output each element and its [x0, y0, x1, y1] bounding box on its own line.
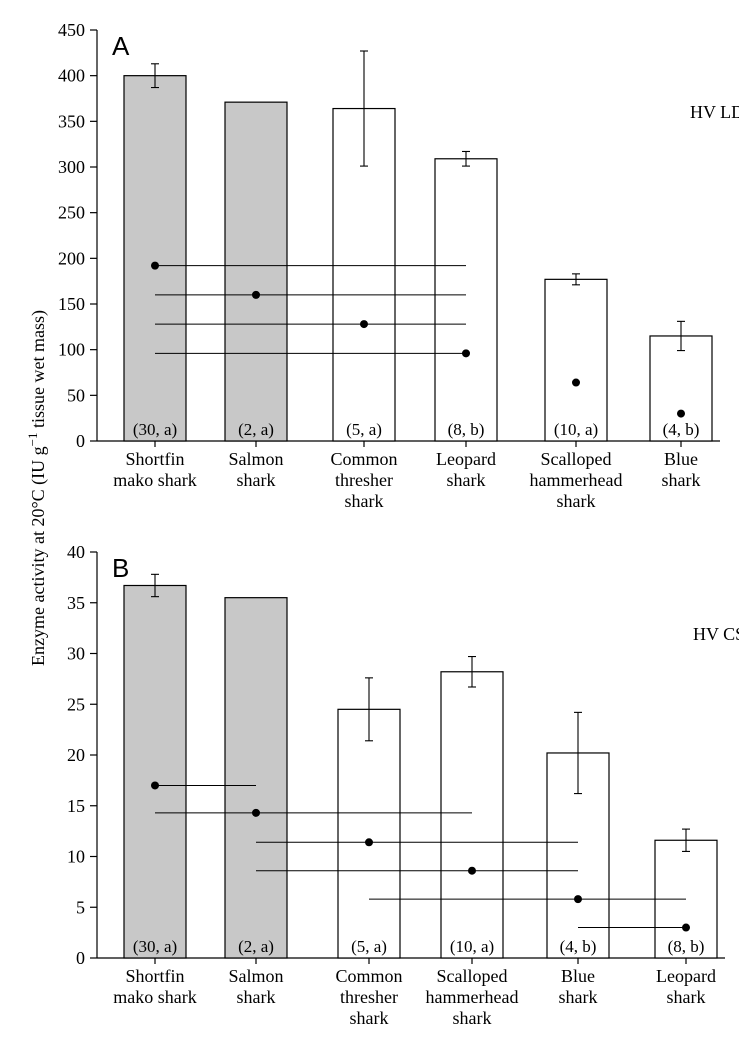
y-tick-label: 50 — [67, 385, 85, 405]
panel-b-chart: 0 5 10 15 20 25 30 35 40 (30, a) Shortfin mako shar… — [67, 542, 739, 1028]
comparison-dot — [360, 320, 368, 329]
panel-letter: A — [112, 31, 130, 61]
comparison-dot — [252, 808, 260, 817]
bar — [544, 278, 608, 442]
panel-letter: B — [112, 553, 129, 583]
sample-label: (4, b) — [663, 420, 700, 439]
comparison-dot — [682, 923, 690, 932]
comparison-dot — [151, 781, 159, 790]
comparison-dot — [468, 866, 476, 875]
bar — [123, 584, 187, 959]
y-tick-label: 5 — [76, 897, 85, 917]
bar — [123, 75, 187, 442]
panel-a-chart: 0 50 100 150 200 250 300 350 400 450 (30, a) Shortf… — [58, 20, 739, 511]
sample-label: (10, a) — [554, 420, 598, 439]
y-tick-label: 150 — [58, 294, 85, 314]
x-tick-label: Blue shark — [559, 966, 598, 1007]
y-tick-label: 15 — [67, 796, 85, 816]
y-tick-label: 40 — [67, 542, 85, 562]
bar — [224, 101, 288, 442]
bar — [440, 671, 504, 959]
sample-label: (5, a) — [346, 420, 382, 439]
comparison-dot — [574, 895, 582, 904]
chart-annotation: HV CS — [693, 624, 739, 644]
y-tick-label: 400 — [58, 66, 85, 86]
y-tick-label: 30 — [67, 644, 85, 664]
chart-annotation: HV LDH — [690, 102, 739, 122]
sample-label: (30, a) — [133, 420, 177, 439]
x-tick-label: Leopard shark — [436, 449, 496, 490]
comparison-dot — [462, 349, 470, 358]
sample-label: (2, a) — [238, 420, 274, 439]
y-tick-label: 10 — [67, 847, 85, 867]
y-tick-label: 350 — [58, 111, 85, 131]
sample-label: (2, a) — [238, 937, 274, 956]
x-tick-label: Salmon shark — [228, 449, 283, 490]
y-tick-label: 200 — [58, 248, 85, 268]
x-tick-label: Scalloped hammerhead shark — [426, 966, 519, 1028]
y-tick-label: 450 — [58, 20, 85, 40]
x-tick-label: Blue shark — [662, 449, 701, 490]
y-tick-label: 20 — [67, 745, 85, 765]
y-axis-label: Enzyme activity at 20°C (IU g−1 tissue w… — [25, 310, 49, 666]
comparison-dot — [365, 838, 373, 847]
bar — [337, 708, 401, 959]
sample-label: (8, b) — [668, 937, 705, 956]
comparison-dot — [677, 409, 685, 418]
y-tick-label: 250 — [58, 203, 85, 223]
x-tick-label: Common thresher shark — [330, 449, 397, 511]
sample-label: (30, a) — [133, 937, 177, 956]
x-tick-label: Common thresher shark — [335, 966, 402, 1028]
x-tick-label: Shortfin mako shark — [113, 966, 196, 1007]
x-tick-label: Scalloped hammerhead shark — [530, 449, 623, 511]
comparison-dot — [151, 261, 159, 270]
y-tick-label: 25 — [67, 694, 85, 714]
sample-label: (10, a) — [450, 937, 494, 956]
x-tick-label: Salmon shark — [228, 966, 283, 1007]
sample-label: (5, a) — [351, 937, 387, 956]
x-tick-label: Shortfin mako shark — [113, 449, 196, 490]
y-tick-label: 300 — [58, 157, 85, 177]
y-tick-label: 100 — [58, 340, 85, 360]
x-tick-label: Leopard shark — [656, 966, 716, 1007]
y-tick-label: 35 — [67, 593, 85, 613]
y-tick-label: 0 — [76, 948, 85, 968]
y-tick-label: 0 — [76, 431, 85, 451]
bar — [649, 335, 713, 442]
bar — [224, 597, 288, 959]
sample-label: (8, b) — [448, 420, 485, 439]
comparison-dot — [572, 378, 580, 387]
comparison-dot — [252, 290, 260, 299]
sample-label: (4, b) — [560, 937, 597, 956]
bar — [434, 158, 498, 442]
